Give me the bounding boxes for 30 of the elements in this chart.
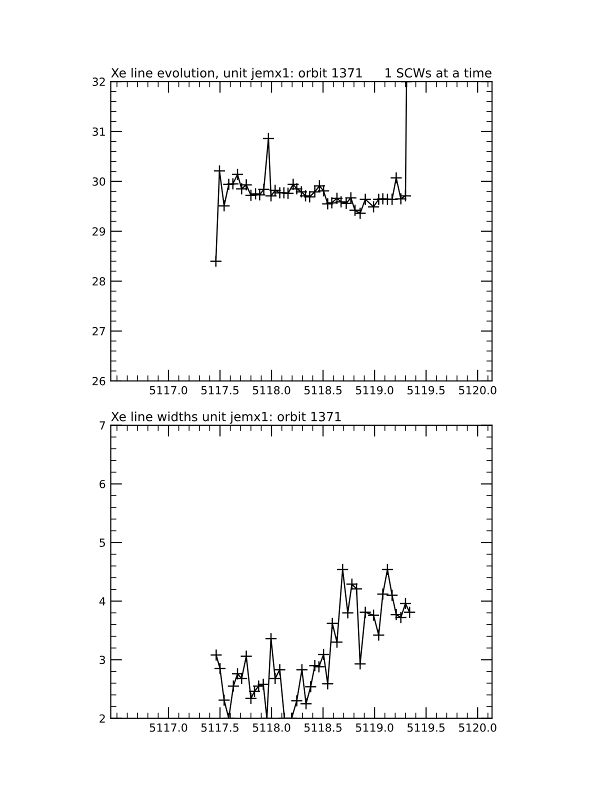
y-tick-label: 3	[100, 656, 106, 664]
x-tick-label: 5118.0	[252, 723, 290, 732]
chart-title: Xe line evolution, unit jemx1: orbit 1371	[111, 68, 362, 80]
x-tick-label: 5119.5	[408, 723, 445, 732]
y-tick-label: 31	[92, 127, 105, 136]
x-tick-label: 5117.0	[150, 723, 188, 732]
x-tick-label: 5117.5	[201, 386, 238, 394]
y-tick-label: 30	[92, 177, 106, 186]
x-tick-label: 5118.5	[304, 723, 342, 732]
y-tick-label: 26	[92, 376, 106, 386]
x-tick-label: 5119.5	[408, 386, 445, 394]
y-tick-label: 28	[92, 277, 106, 286]
x-tick-label: 5118.0	[252, 386, 290, 394]
x-tick-label: 5119.0	[356, 386, 394, 394]
y-tick-label: 32	[92, 78, 105, 86]
y-tick-label: 5	[100, 538, 105, 547]
text: 1 SCWs at a time	[386, 68, 492, 78]
x-tick-label: 5120.0	[459, 723, 496, 732]
x-tick-label: 5120.0	[459, 386, 496, 394]
chart-title: Xe line widths unit jemx1: orbit 1371	[111, 412, 341, 424]
y-tick-label: 4	[99, 597, 106, 606]
x-tick-label: 5117.5	[201, 724, 238, 732]
y-tick-label: 7	[100, 421, 105, 430]
y-tick-label: 6	[100, 480, 106, 488]
y-tick-label: 2	[100, 714, 105, 723]
y-tick-label: 29	[92, 227, 106, 236]
y-tick-label: 27	[92, 327, 105, 336]
x-tick-label: 5118.5	[304, 386, 342, 394]
x-tick-label: 5119.0	[356, 723, 394, 732]
x-tick-label: 5117.0	[150, 386, 188, 394]
